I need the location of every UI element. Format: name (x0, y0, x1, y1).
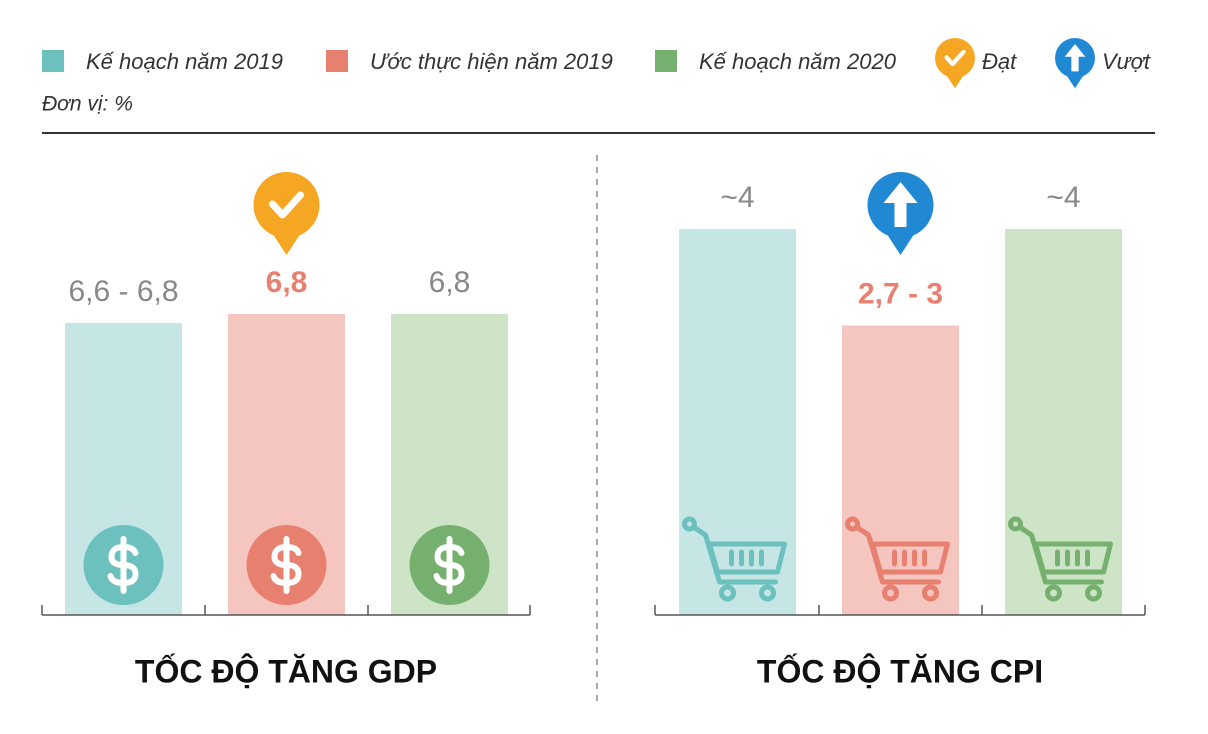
legend-label: Kế hoạch năm 2020 (699, 49, 897, 74)
value-label: 6,8 (266, 266, 308, 299)
dollar-symbol (433, 536, 465, 594)
legend-label: Kế hoạch năm 2019 (86, 49, 283, 74)
dollar-symbol (270, 536, 302, 594)
cart-icon (845, 516, 950, 602)
marker-tip (885, 232, 916, 255)
cart-wheel (922, 584, 939, 602)
cart-icon (1008, 516, 1113, 602)
status-marker (935, 38, 975, 89)
cart-basket (870, 541, 950, 575)
chart-title: TỐC ĐỘ TĂNG CPI (757, 653, 1043, 689)
status-marker (867, 172, 934, 255)
bar (1005, 229, 1122, 615)
legend-label: Vượt (1102, 49, 1151, 74)
cart-handle (1008, 516, 1023, 532)
cart-wheel (1085, 584, 1102, 602)
marker-tip (1065, 74, 1085, 89)
status-marker (1055, 38, 1095, 89)
value-label: ~4 (1046, 181, 1080, 214)
cart-wheel (1045, 584, 1062, 602)
unit-note: Đơn vị: % (42, 93, 133, 116)
check-symbol (944, 49, 966, 67)
cart-slats (729, 549, 764, 567)
cart-basket (707, 541, 787, 575)
value-label: 2,7 - 3 (858, 277, 943, 310)
value-label: ~4 (720, 181, 754, 214)
legend-label: Đạt (982, 49, 1017, 74)
cart-handle (682, 516, 697, 532)
legend-swatch (326, 50, 348, 72)
cart-wheel (759, 584, 776, 602)
cart-wheel (882, 584, 899, 602)
value-label: 6,8 (429, 266, 471, 299)
marker-tip (945, 74, 965, 89)
cart-slats (1055, 549, 1090, 567)
arrow-symbol (883, 182, 918, 227)
legend-swatch (655, 50, 677, 72)
chart-title: TỐC ĐỘ TĂNG GDP (135, 653, 437, 689)
arrow-symbol (1064, 44, 1086, 72)
dollar-symbol (107, 536, 139, 594)
marker-tip (271, 232, 302, 255)
marker-body (935, 38, 975, 78)
marker-body (253, 172, 320, 238)
cart-handle (845, 516, 860, 532)
cart-icon (682, 516, 787, 602)
legend-label: Ước thực hiện năm 2019 (370, 49, 613, 74)
cart-basket (1033, 541, 1113, 575)
cart-slats (892, 549, 927, 567)
status-marker (253, 172, 320, 255)
bar (679, 229, 796, 615)
value-label: 6,6 - 6,8 (68, 275, 178, 308)
legend-swatch (42, 50, 64, 72)
check-symbol (269, 191, 304, 219)
cart-wheel (719, 584, 736, 602)
